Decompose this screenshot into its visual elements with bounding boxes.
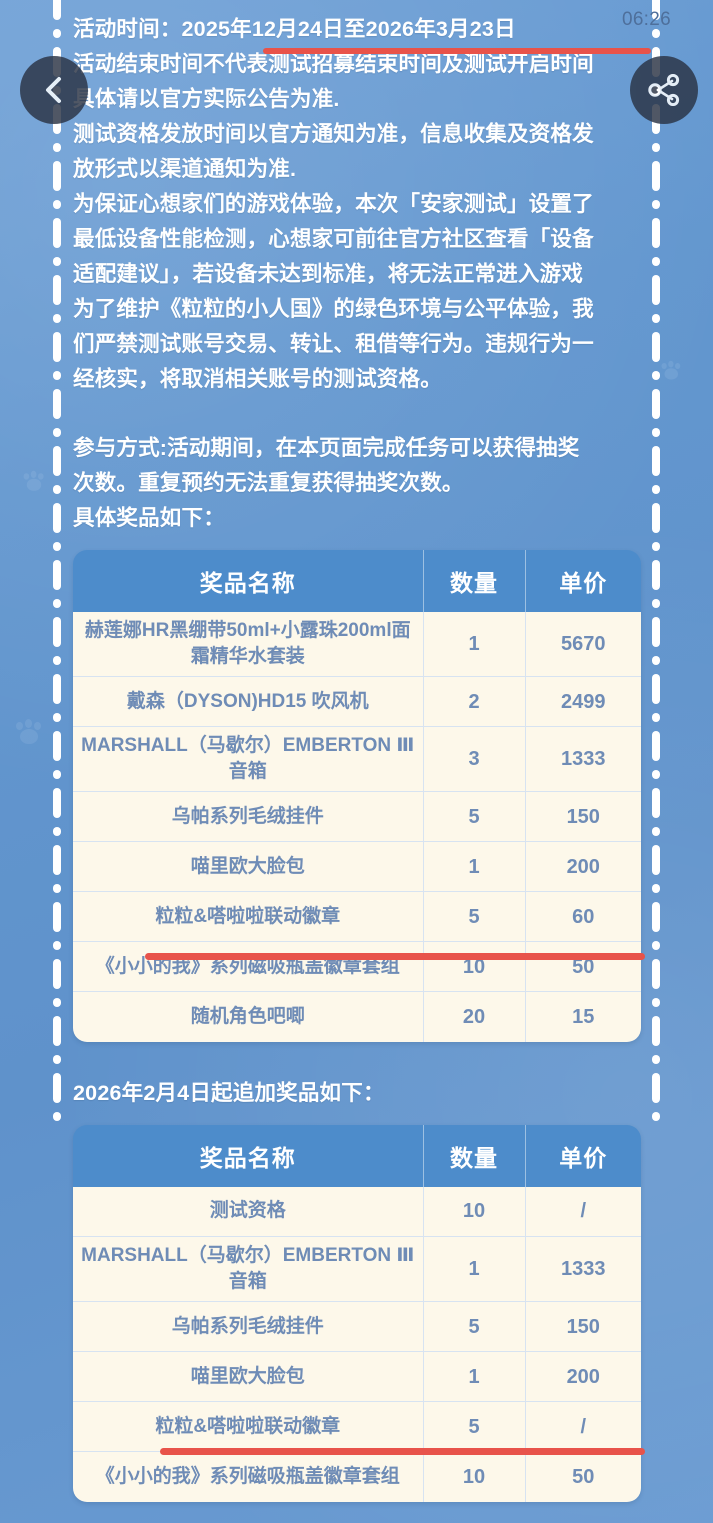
- cell-prize-name: MARSHALL（马歇尔）EMBERTON Ⅲ 音箱: [73, 726, 424, 792]
- table-header-row: 奖品名称 数量 单价: [73, 1124, 641, 1187]
- cell-unit-price: 50: [525, 941, 641, 992]
- left-dashed-rail: [53, 0, 61, 1523]
- cell-quantity: 5: [423, 1301, 526, 1352]
- cell-prize-name: 《小小的我》系列磁吸瓶盖徽章套组: [73, 941, 424, 992]
- column-header-price: 单价: [524, 550, 641, 612]
- prize-intro-heading: 具体奖品如下：: [73, 506, 225, 530]
- participation-line: 参与方式:活动期间，在本页面完成任务可以获得抽奖: [73, 436, 580, 460]
- cell-prize-name: 喵里欧大脸包: [73, 841, 424, 892]
- table-row-highlighted: 粒粒&嗒啦啦联动徽章 5/: [73, 1401, 641, 1452]
- cell-quantity: 10: [423, 1451, 526, 1502]
- cell-prize-name: 乌帕系列毛绒挂件: [73, 791, 424, 842]
- prize-table-main: 奖品名称 数量 单价 赫莲娜HR黑绷带50ml+小露珠200ml面霜精华水套装 1…: [73, 550, 641, 1042]
- event-time-value: 2025年12月24日至2026年3月23日: [181, 17, 516, 41]
- cell-prize-name: 喵里欧大脸包: [73, 1351, 424, 1402]
- article-paragraph: 经核实，将取消相关账号的测试资格。: [73, 367, 442, 391]
- table-row: 赫莲娜HR黑绷带50ml+小露珠200ml面霜精华水套装 1 5670: [73, 612, 641, 677]
- article-paragraph: 最低设备性能检测，心想家可前往官方社区查看「设备: [73, 227, 594, 251]
- status-bar-clock: 06:26: [621, 9, 671, 30]
- cell-prize-name: 随机角色吧唧: [73, 991, 424, 1042]
- cell-quantity: 1: [423, 1351, 526, 1402]
- prize-table-main-wrap: 奖品名称 数量 单价 赫莲娜HR黑绷带50ml+小露珠200ml面霜精华水套装 1…: [73, 550, 641, 1042]
- prize-table-addon: 奖品名称 数量 单价 测试资格 10/MARSHALL（马歇尔）EMBERTON …: [73, 1124, 641, 1502]
- share-nodes-icon: [648, 74, 680, 106]
- cell-quantity: 2: [423, 676, 526, 727]
- event-time-line: 活动时间：2025年12月24日至2026年3月23日: [73, 12, 651, 54]
- cell-quantity: 1: [423, 1236, 526, 1302]
- cell-unit-price: 60: [525, 891, 641, 942]
- prize-table-addon-wrap: 奖品名称 数量 单价 测试资格 10/MARSHALL（马歇尔）EMBERTON …: [73, 1124, 641, 1502]
- cell-unit-price: 150: [525, 791, 641, 842]
- cell-prize-name: 粒粒&嗒啦啦联动徽章: [73, 1401, 424, 1452]
- article-paragraph: 为了维护《粒粒的小人国》的绿色环境与公平体验，我: [73, 297, 594, 321]
- cell-unit-price: 1333: [525, 1236, 641, 1302]
- article-paragraph: 放形式以渠道通知为准.: [73, 157, 297, 181]
- cell-unit-price: 15: [525, 991, 641, 1042]
- cell-quantity: 10: [423, 1186, 526, 1237]
- table-row: 乌帕系列毛绒挂件 5 150: [73, 1301, 641, 1352]
- right-dashed-rail: [652, 0, 660, 1523]
- table-row: 随机角色吧唧 20 15: [73, 991, 641, 1042]
- column-header-name: 奖品名称: [73, 1124, 423, 1187]
- cell-quantity: 5: [423, 791, 526, 842]
- cell-unit-price: 5670: [525, 612, 641, 677]
- cell-unit-price: /: [525, 1401, 641, 1452]
- cell-prize-name: 乌帕系列毛绒挂件: [73, 1301, 424, 1352]
- column-header-qty: 数量: [422, 550, 525, 612]
- cell-quantity: 5: [423, 891, 526, 942]
- table-row: 《小小的我》系列磁吸瓶盖徽章套组 10 50: [73, 1451, 641, 1502]
- table-row: 《小小的我》系列磁吸瓶盖徽章套组 10 50: [73, 941, 641, 992]
- cell-quantity: 3: [423, 726, 526, 792]
- column-header-name: 奖品名称: [73, 550, 423, 612]
- chevron-left-icon: [46, 77, 61, 103]
- column-header-qty: 数量: [422, 1124, 525, 1187]
- share-button[interactable]: [630, 56, 698, 124]
- cell-quantity: 20: [423, 991, 526, 1042]
- article-paragraph: 为保证心想家们的游戏体验，本次「安家测试」设置了: [73, 192, 594, 216]
- cell-quantity: 5: [423, 1401, 526, 1452]
- cell-quantity: 1: [423, 612, 526, 677]
- cell-unit-price: 200: [525, 841, 641, 892]
- cell-prize-name: 《小小的我》系列磁吸瓶盖徽章套组: [73, 1451, 424, 1502]
- table-row: MARSHALL（马歇尔）EMBERTON Ⅲ 音箱 3 1333: [73, 726, 641, 792]
- table-row: MARSHALL（马歇尔）EMBERTON Ⅲ 音箱 1 1333: [73, 1236, 641, 1302]
- cell-unit-price: 150: [525, 1301, 641, 1352]
- table-row: 喵里欧大脸包 1 200: [73, 841, 641, 892]
- cell-quantity: 10: [423, 941, 526, 992]
- cell-prize-name: 测试资格: [73, 1186, 424, 1237]
- article-paragraph: 具体请以官方实际公告为准.: [73, 87, 340, 111]
- column-header-price: 单价: [524, 1124, 641, 1187]
- article-paragraph: 测试资格发放时间以官方通知为准，信息收集及资格发: [73, 122, 594, 146]
- table-row: 喵里欧大脸包 1 200: [73, 1351, 641, 1402]
- article-content: 活动时间：2025年12月24日至2026年3月23日 活动结束时间不代表测试招…: [73, 0, 651, 1502]
- addon-intro-heading: 2026年2月4日起追加奖品如下：: [73, 1080, 385, 1105]
- article-paragraph: 活动结束时间不代表测试招募结束时间及测试开启时间: [73, 52, 594, 76]
- participation-line: 次数。重复预约无法重复获得抽奖次数。: [73, 471, 464, 495]
- cell-prize-name: 粒粒&嗒啦啦联动徽章: [73, 891, 424, 942]
- event-time-label: 活动时间：: [73, 17, 182, 41]
- cell-unit-price: 200: [525, 1351, 641, 1402]
- article-paragraph: 适配建议」，若设备未达到标准，将无法正常进入游戏: [73, 262, 584, 286]
- cell-unit-price: 1333: [525, 726, 641, 792]
- article-paragraph: 们严禁测试账号交易、转让、租借等行为。违规行为一: [73, 332, 594, 356]
- cell-prize-name: MARSHALL（马歇尔）EMBERTON Ⅲ 音箱: [73, 1236, 424, 1302]
- cell-prize-name: 赫莲娜HR黑绷带50ml+小露珠200ml面霜精华水套装: [73, 612, 424, 677]
- status-bar: 06:26: [0, 0, 713, 38]
- date-marker-underline: [263, 48, 651, 54]
- table-row: 测试资格 10/: [73, 1186, 641, 1237]
- table-row: 戴森（DYSON)HD15 吹风机 2 2499: [73, 676, 641, 727]
- table-row: 乌帕系列毛绒挂件 5 150: [73, 791, 641, 842]
- table-row-highlighted: 粒粒&嗒啦啦联动徽章 5 60: [73, 891, 641, 942]
- cell-prize-name: 戴森（DYSON)HD15 吹风机: [73, 676, 424, 727]
- cell-unit-price: 50: [525, 1451, 641, 1502]
- table-header-row: 奖品名称 数量 单价: [73, 550, 641, 612]
- cell-unit-price: 2499: [525, 676, 641, 727]
- cell-unit-price: /: [525, 1186, 641, 1237]
- back-button[interactable]: [20, 56, 88, 124]
- cell-quantity: 1: [423, 841, 526, 892]
